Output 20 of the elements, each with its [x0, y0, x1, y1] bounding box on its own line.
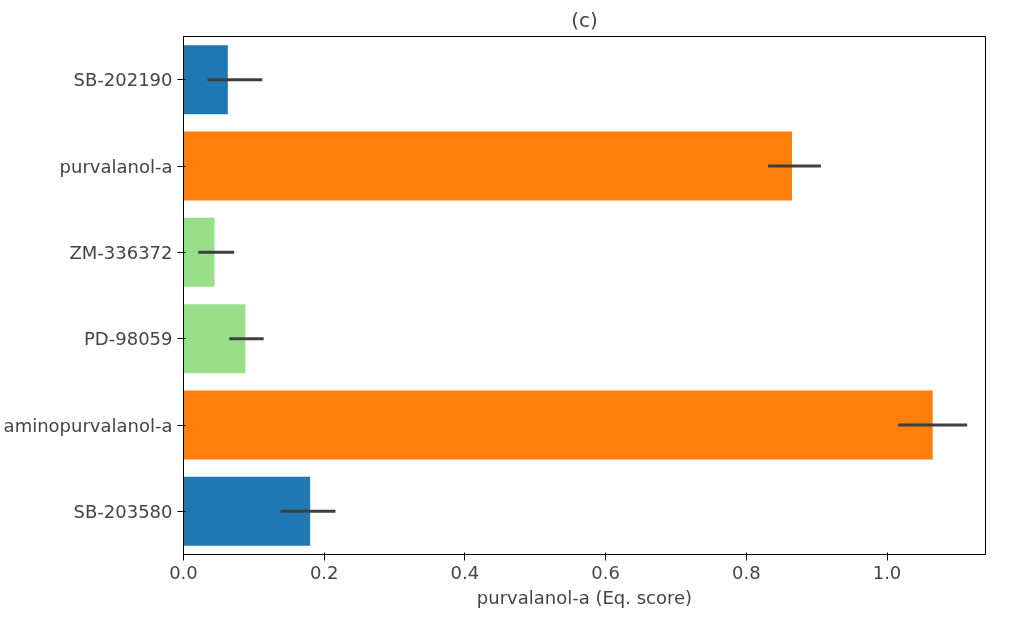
y-tick-label: SB-203580 [73, 500, 173, 522]
bar [183, 304, 246, 374]
y-tick-label: PD-98059 [84, 328, 173, 350]
x-tick-label: 0.4 [450, 561, 480, 583]
y-tick-label: purvalanol-a [59, 155, 173, 177]
x-tick-label: 1.0 [872, 561, 902, 583]
x-tick-label: 0.8 [731, 561, 761, 583]
bar [183, 45, 228, 115]
y-tick-label: ZM-336372 [69, 241, 173, 263]
bar [183, 476, 311, 546]
bar [183, 390, 933, 460]
x-axis-title: purvalanol-a (Eq. score) [476, 586, 693, 608]
bar [183, 217, 215, 287]
bar [183, 131, 793, 201]
y-tick-label: SB-202190 [73, 69, 173, 91]
y-tick-label: aminopurvalanol-a [3, 414, 173, 436]
x-tick-label: 0.6 [591, 561, 620, 583]
chart-title: (c) [571, 7, 598, 32]
x-tick-label: 0.0 [169, 561, 198, 583]
x-tick-label: 0.2 [309, 561, 339, 583]
